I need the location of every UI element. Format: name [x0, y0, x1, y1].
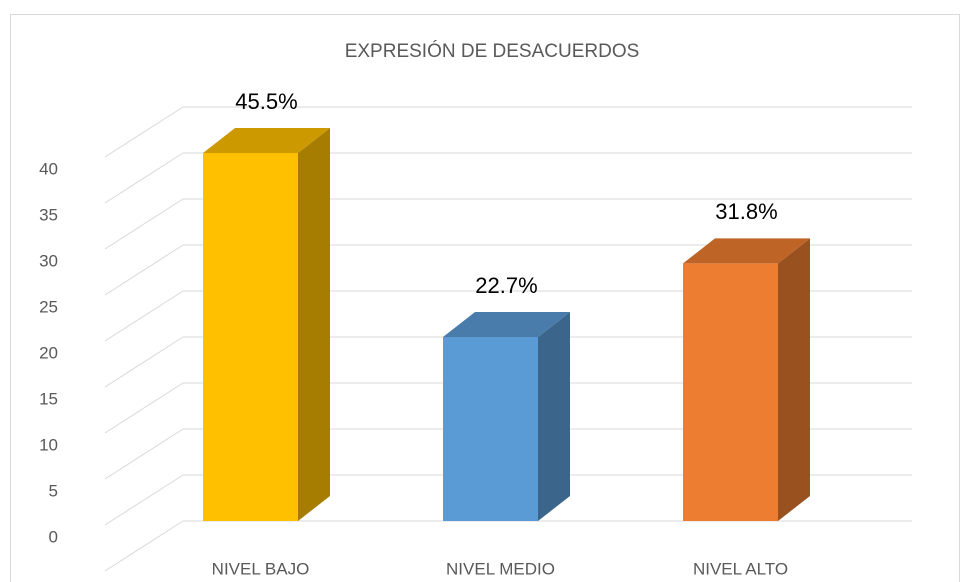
- x-tick-label: NIVEL MEDIO: [446, 559, 555, 578]
- y-tick-label: 5: [49, 481, 58, 500]
- bar: [683, 263, 778, 521]
- y-tick-label: 30: [39, 251, 58, 270]
- data-label: 22.7%: [475, 273, 537, 298]
- bar: [203, 153, 298, 521]
- x-tick-label: NIVEL BAJO: [212, 559, 310, 578]
- x-tick-label: NIVEL ALTO: [693, 559, 788, 578]
- grid-line: [104, 382, 184, 434]
- y-tick-label: 35: [39, 205, 58, 224]
- bar-side: [778, 238, 810, 521]
- bar-side: [298, 128, 330, 521]
- grid-line: [104, 106, 184, 158]
- y-tick-label: 40: [39, 159, 58, 178]
- grid-line: [104, 520, 184, 572]
- y-tick-label: 25: [39, 297, 58, 316]
- data-label: 31.8%: [715, 199, 777, 224]
- bar-top: [203, 128, 330, 153]
- bar-top: [683, 238, 810, 264]
- bar-top: [443, 312, 570, 337]
- grid-line: [104, 428, 184, 480]
- grid-line: [104, 152, 184, 204]
- y-tick-label: 10: [39, 435, 58, 454]
- grid-line: [104, 198, 184, 250]
- bar: [443, 337, 538, 521]
- y-tick-label: 15: [39, 389, 58, 408]
- data-label: 45.5%: [235, 89, 297, 114]
- chart-title: EXPRESIÓN DE DESACUERDOS: [345, 40, 640, 62]
- grid-line: [104, 290, 184, 342]
- bar-side: [538, 312, 570, 521]
- grid-line: [104, 336, 184, 388]
- grid-line: [104, 244, 184, 296]
- grid-line: [104, 474, 184, 526]
- y-tick-label: 20: [39, 343, 58, 362]
- y-tick-label: 0: [49, 527, 58, 546]
